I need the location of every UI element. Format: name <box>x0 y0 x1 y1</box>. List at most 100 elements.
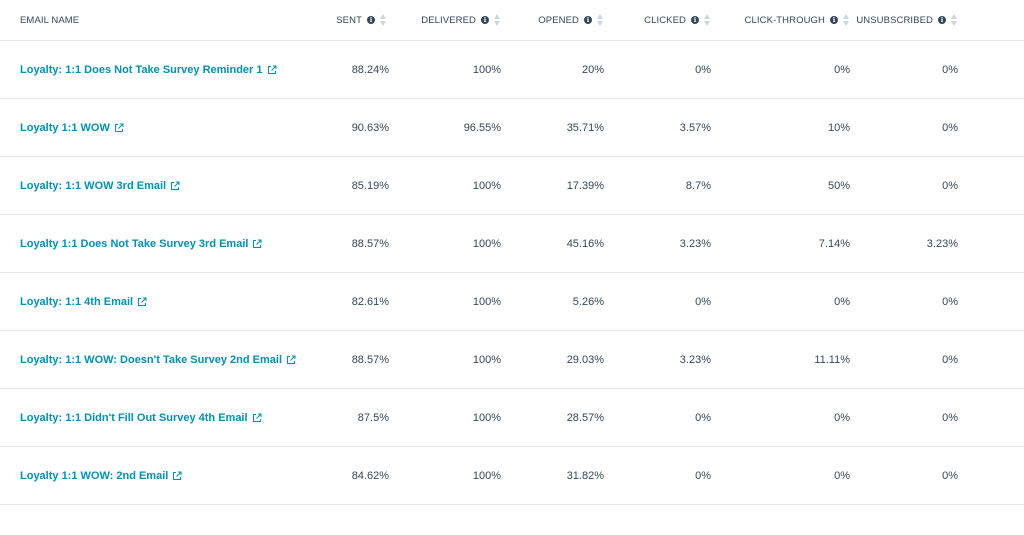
click-through-cell: 10% <box>827 121 850 134</box>
email-name-text: Loyalty: 1:1 WOW 3rd Email <box>20 179 167 192</box>
email-name-text: Loyalty: 1:1 WOW: Doesn't Take Survey 2n… <box>20 353 282 366</box>
sent-cell: 82.61% <box>351 295 389 308</box>
info-icon[interactable]: i <box>367 16 375 24</box>
email-name-link[interactable]: Loyalty 1:1 Does Not Take Survey 3rd Ema… <box>20 238 262 250</box>
opened-cell: 28.57% <box>566 411 604 424</box>
column-header-label: EMAIL NAME <box>20 14 80 26</box>
email-name-link[interactable]: Loyalty: 1:1 WOW: Doesn't Take Survey 2n… <box>20 354 296 366</box>
external-link-icon <box>287 355 296 364</box>
external-link-icon <box>253 239 262 248</box>
sort-arrows-icon[interactable] <box>704 14 711 26</box>
delivered-cell: 100% <box>472 295 501 308</box>
info-icon[interactable]: i <box>938 16 946 24</box>
table-row: Loyalty: 1:1 WOW 3rd Email 85.19% 100% 1… <box>0 157 1024 215</box>
email-name-link[interactable]: Loyalty: 1:1 WOW 3rd Email <box>20 180 180 192</box>
sent-cell: 88.57% <box>351 237 389 250</box>
click-through-cell: 0% <box>834 469 850 482</box>
clicked-cell: 8.7% <box>685 179 711 192</box>
column-header-label: OPENED <box>538 14 579 26</box>
sort-arrows-icon[interactable] <box>380 14 387 26</box>
clicked-cell: 0% <box>695 63 711 76</box>
column-header-delivered[interactable]: DELIVERED i <box>389 14 505 26</box>
unsubscribed-cell: 0% <box>942 469 958 482</box>
info-icon[interactable]: i <box>830 16 838 24</box>
table-row: Loyalty: 1:1 Didn't Fill Out Survey 4th … <box>0 389 1024 447</box>
column-header-label: CLICKED <box>644 14 686 26</box>
click-through-cell: 0% <box>834 63 850 76</box>
column-header-click-through[interactable]: CLICK-THROUGH i <box>711 14 852 26</box>
info-icon[interactable]: i <box>584 16 592 24</box>
clicked-cell: 3.23% <box>679 353 711 366</box>
sent-cell: 84.62% <box>351 469 389 482</box>
clicked-cell: 0% <box>695 469 711 482</box>
delivered-cell: 100% <box>472 411 501 424</box>
email-name-link[interactable]: Loyalty: 1:1 Didn't Fill Out Survey 4th … <box>20 412 262 424</box>
opened-cell: 29.03% <box>566 353 604 366</box>
email-name-text: Loyalty: 1:1 Does Not Take Survey Remind… <box>20 63 263 76</box>
email-name-cell: Loyalty 1:1 WOW <box>0 122 305 134</box>
email-name-text: Loyalty: 1:1 Didn't Fill Out Survey 4th … <box>20 411 248 424</box>
email-name-link[interactable]: Loyalty: 1:1 4th Email <box>20 296 147 308</box>
email-name-text: Loyalty 1:1 WOW: 2nd Email <box>20 469 169 482</box>
column-header-unsubscribed[interactable]: UNSUBSCRIBED i <box>852 14 998 26</box>
opened-cell: 45.16% <box>566 237 604 250</box>
email-name-cell: Loyalty: 1:1 Didn't Fill Out Survey 4th … <box>0 412 305 424</box>
email-name-cell: Loyalty: 1:1 Does Not Take Survey Remind… <box>0 64 305 76</box>
column-header-email-name: EMAIL NAME <box>0 15 305 26</box>
email-name-text: Loyalty 1:1 Does Not Take Survey 3rd Ema… <box>20 237 249 250</box>
external-link-icon <box>173 471 182 480</box>
email-performance-table: EMAIL NAME SENT i DELIVERED i OPENED i C… <box>0 0 1024 505</box>
sort-arrows-icon[interactable] <box>494 14 501 26</box>
unsubscribed-cell: 0% <box>942 63 958 76</box>
email-name-text: Loyalty: 1:1 4th Email <box>20 295 134 308</box>
column-header-label: CLICK-THROUGH <box>744 14 825 26</box>
external-link-icon <box>114 123 124 132</box>
table-header: EMAIL NAME SENT i DELIVERED i OPENED i C… <box>0 0 1024 41</box>
column-header-opened[interactable]: OPENED i <box>505 14 606 26</box>
external-link-icon <box>138 297 147 306</box>
table-row: Loyalty: 1:1 Does Not Take Survey Remind… <box>0 41 1024 99</box>
sent-cell: 88.57% <box>351 353 389 366</box>
sent-cell: 85.19% <box>351 179 389 192</box>
unsubscribed-cell: 0% <box>942 411 958 424</box>
table-row: Loyalty 1:1 WOW 90.63% 96.55% 35.71% 3.5… <box>0 99 1024 157</box>
unsubscribed-cell: 3.23% <box>926 237 958 250</box>
sent-cell: 90.63% <box>351 121 389 134</box>
click-through-cell: 7.14% <box>818 237 850 250</box>
delivered-cell: 100% <box>472 63 501 76</box>
opened-cell: 31.82% <box>566 469 604 482</box>
email-name-text: Loyalty 1:1 WOW <box>20 121 110 134</box>
email-name-cell: Loyalty 1:1 WOW: 2nd Email <box>0 470 305 482</box>
table-row: Loyalty 1:1 Does Not Take Survey 3rd Ema… <box>0 215 1024 273</box>
unsubscribed-cell: 0% <box>942 121 958 134</box>
clicked-cell: 0% <box>695 295 711 308</box>
column-header-clicked[interactable]: CLICKED i <box>606 14 711 26</box>
opened-cell: 17.39% <box>566 179 604 192</box>
external-link-icon <box>252 413 262 422</box>
opened-cell: 35.71% <box>566 121 604 134</box>
email-name-link[interactable]: Loyalty: 1:1 Does Not Take Survey Remind… <box>20 64 277 76</box>
email-name-link[interactable]: Loyalty 1:1 WOW: 2nd Email <box>20 470 182 482</box>
email-name-cell: Loyalty: 1:1 WOW: Doesn't Take Survey 2n… <box>0 354 305 366</box>
clicked-cell: 3.23% <box>679 237 711 250</box>
sent-cell: 88.24% <box>351 63 389 76</box>
unsubscribed-cell: 0% <box>942 295 958 308</box>
column-header-label: SENT <box>336 14 362 26</box>
sort-arrows-icon[interactable] <box>843 14 850 26</box>
external-link-icon <box>171 181 180 190</box>
delivered-cell: 100% <box>472 353 501 366</box>
sort-arrows-icon[interactable] <box>951 14 958 26</box>
column-header-label: UNSUBSCRIBED <box>856 14 933 26</box>
opened-cell: 20% <box>581 63 604 76</box>
info-icon[interactable]: i <box>481 16 489 24</box>
email-name-cell: Loyalty: 1:1 WOW 3rd Email <box>0 180 305 192</box>
email-name-cell: Loyalty 1:1 Does Not Take Survey 3rd Ema… <box>0 238 305 250</box>
table-row: Loyalty 1:1 WOW: 2nd Email 84.62% 100% 3… <box>0 447 1024 505</box>
table-body: Loyalty: 1:1 Does Not Take Survey Remind… <box>0 41 1024 505</box>
opened-cell: 5.26% <box>572 295 604 308</box>
column-header-sent[interactable]: SENT i <box>305 14 389 26</box>
unsubscribed-cell: 0% <box>942 179 958 192</box>
sort-arrows-icon[interactable] <box>597 14 604 26</box>
email-name-link[interactable]: Loyalty 1:1 WOW <box>20 122 124 134</box>
info-icon[interactable]: i <box>691 16 699 24</box>
